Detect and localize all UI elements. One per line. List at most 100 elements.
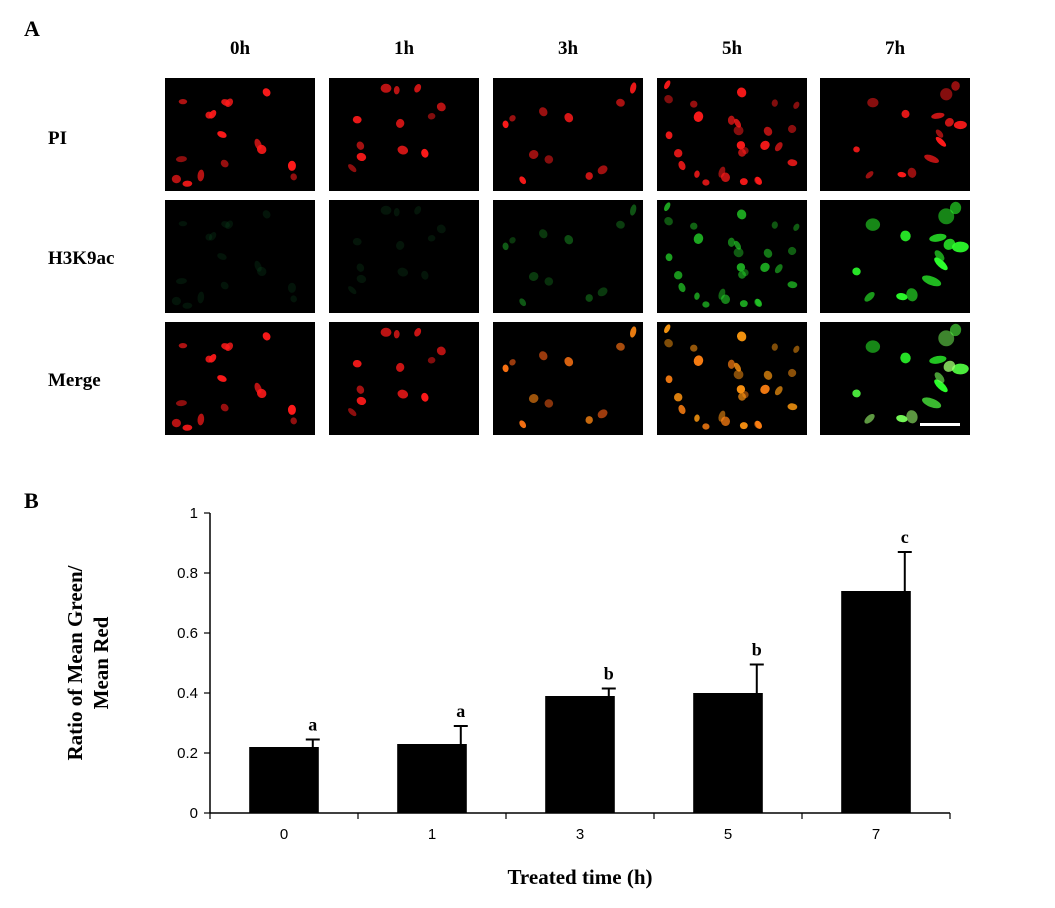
x-axis-label: Treated time (h)	[507, 865, 652, 889]
nucleus	[197, 291, 205, 304]
nucleus	[519, 176, 527, 185]
y-tick-label: 0	[190, 805, 198, 822]
nucleus	[585, 416, 593, 424]
nucleus	[290, 295, 297, 303]
micrograph-h3k9ac-0h	[165, 200, 315, 313]
nucleus	[352, 359, 362, 368]
nucleus	[674, 393, 683, 402]
nucleus	[787, 403, 798, 411]
nucleus	[738, 392, 746, 401]
nucleus	[171, 296, 181, 306]
y-axis-label-line-1: Ratio of Mean Green/	[63, 564, 87, 760]
y-tick-label: 1	[190, 505, 198, 522]
nucleus	[290, 417, 297, 425]
nucleus	[865, 171, 874, 179]
nucleus	[867, 97, 879, 108]
nucleus	[356, 141, 365, 150]
nucleus	[720, 172, 731, 183]
nucleus	[217, 375, 227, 382]
nucleus	[396, 362, 405, 372]
y-tick-label: 0.8	[177, 565, 198, 582]
nucleus	[421, 392, 429, 402]
nucleus	[852, 389, 861, 398]
nucleus	[585, 172, 593, 180]
nucleus	[519, 298, 527, 307]
micrograph-merge-1h	[329, 322, 479, 435]
nucleus	[694, 292, 700, 300]
nucleus	[760, 384, 770, 394]
nucleus	[436, 224, 446, 234]
nucleus	[774, 264, 783, 274]
nucleus	[664, 95, 673, 104]
nucleus	[774, 386, 783, 396]
nucleus	[544, 277, 554, 286]
nucleus	[934, 250, 945, 262]
bar-5	[693, 693, 763, 813]
nucleus	[436, 102, 446, 112]
nucleus	[528, 272, 539, 281]
micrograph-h3k9ac-1h	[329, 200, 479, 313]
micrograph-h3k9ac-7h	[820, 200, 970, 313]
nucleus	[356, 274, 367, 284]
nucleus	[763, 126, 773, 136]
nucleus	[421, 148, 429, 158]
nucleus	[502, 120, 509, 129]
nucleus	[539, 229, 548, 239]
nucleus	[356, 152, 367, 162]
nucleus	[944, 118, 954, 127]
nucleus	[901, 109, 910, 119]
nucleus	[760, 262, 770, 272]
nucleus	[727, 115, 735, 125]
nucleus	[900, 352, 911, 364]
nucleus	[171, 174, 181, 184]
nucleus	[793, 223, 800, 231]
nucleus	[787, 159, 798, 167]
nucleus	[262, 88, 271, 97]
bar-7	[841, 591, 911, 813]
nucleus	[616, 342, 625, 351]
nucleus	[220, 403, 229, 412]
nucleus	[951, 81, 960, 91]
nucleus	[720, 416, 731, 427]
nucleus	[225, 342, 234, 352]
chart-bars: a 0 a 1 b 3 b 5 c 7	[249, 527, 912, 843]
nucleus	[178, 99, 188, 105]
nucleus	[208, 232, 217, 241]
nucleus	[397, 389, 409, 399]
nucleus	[564, 113, 574, 123]
micrograph-merge-7h	[820, 322, 970, 435]
nucleus	[175, 400, 187, 407]
x-tick-label-3: 3	[576, 826, 584, 843]
nucleus	[396, 118, 405, 128]
nucleus	[693, 355, 704, 366]
column-label-0h: 0h	[229, 38, 251, 59]
micrograph-pi-3h	[493, 78, 643, 191]
nucleus	[727, 359, 735, 369]
nucleus	[788, 124, 797, 133]
nucleus	[853, 146, 860, 153]
nucleus	[771, 99, 778, 107]
nucleus	[256, 144, 267, 154]
nucleus	[597, 287, 608, 297]
nucleus	[754, 420, 762, 429]
nucleus	[225, 98, 234, 108]
nucleus	[393, 330, 400, 339]
nucleus	[727, 237, 735, 247]
nucleus	[544, 399, 554, 408]
micrograph-pi-1h	[329, 78, 479, 191]
nucleus	[509, 359, 516, 366]
nucleus	[205, 233, 213, 241]
nucleus	[733, 247, 744, 258]
nucleus	[736, 87, 747, 98]
nucleus	[678, 160, 686, 171]
significance-label-1: a	[456, 701, 465, 721]
nucleus	[356, 385, 365, 394]
nucleus	[427, 357, 436, 364]
nucleus	[736, 385, 746, 394]
nucleus	[738, 270, 746, 279]
nucleus	[734, 240, 742, 250]
column-label-5h: 5h	[721, 38, 743, 59]
nucleus	[943, 238, 956, 250]
nucleus	[690, 100, 698, 108]
nucleus	[693, 111, 704, 122]
